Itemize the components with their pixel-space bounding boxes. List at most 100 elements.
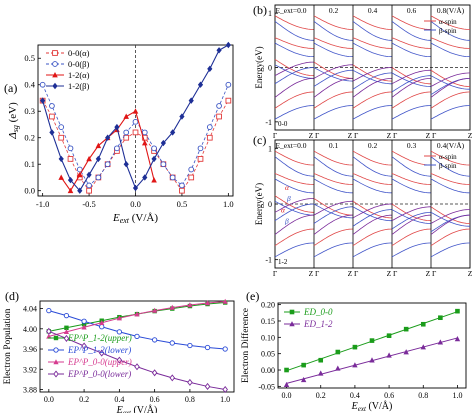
data-point — [53, 335, 59, 341]
legend-label: 1-2(β) — [68, 81, 89, 91]
band-curve — [313, 91, 353, 109]
band-curve — [274, 178, 315, 194]
data-point — [179, 113, 185, 120]
panel-b: (b) -1 0 1 Energy(eV) E_ext=0.0 Z Γ 0.2 Z Γ 0.4 Z … — [253, 3, 473, 140]
data-point — [188, 174, 195, 181]
band-curve — [430, 37, 471, 49]
band-curve — [313, 78, 353, 98]
band-curve — [313, 214, 354, 235]
y-tick-label: 0 — [268, 200, 272, 209]
data-point — [86, 155, 92, 162]
data-point — [67, 156, 74, 162]
kpoint-label: Z Γ — [426, 131, 437, 140]
panel-d-label: (d) — [5, 289, 19, 303]
panel-e: (e) 0.0 0.2 0.4 0.6 0.8 1.0 -0.05 0.00 0.05 0.10 0.… — [240, 289, 467, 413]
legend-label: β-spin — [439, 162, 457, 170]
data-point — [53, 347, 59, 353]
data-point — [52, 82, 58, 90]
y-axis-label: Energy(eV) — [254, 183, 264, 225]
data-point — [104, 161, 111, 168]
data-point — [123, 113, 130, 119]
y-tick-label: 0.5 — [24, 53, 35, 63]
band-curve — [352, 200, 392, 219]
data-point — [160, 139, 166, 147]
legend-label: α-spin — [439, 153, 457, 161]
data-point — [52, 61, 58, 67]
data-point — [46, 307, 52, 314]
band-curve — [430, 72, 471, 87]
y-tick-label: 0.00 — [261, 366, 275, 375]
data-point — [123, 134, 130, 141]
subpanel-title: 0.3 — [407, 141, 417, 150]
data-point — [216, 47, 222, 54]
y-tick-label: 0.20 — [261, 301, 275, 310]
y-tick-label: 0 — [268, 64, 272, 73]
band-curve — [352, 78, 392, 98]
kpoint-label: Z Γ — [387, 131, 398, 140]
x-tick-label: 0.2 — [79, 395, 89, 404]
band-curve — [313, 64, 353, 79]
band-curve — [313, 20, 353, 41]
data-point — [206, 134, 213, 141]
data-point — [46, 327, 52, 335]
legend-label: β-spin — [439, 27, 457, 35]
band-curve — [313, 200, 354, 216]
band-curve — [391, 214, 432, 235]
band-curve — [274, 67, 315, 85]
data-point — [225, 41, 231, 49]
band-curve — [430, 15, 471, 30]
band-curve — [274, 20, 314, 41]
data-point — [169, 174, 176, 181]
data-point — [179, 182, 185, 189]
band-curve — [391, 67, 431, 85]
legend-label: 1-2(α) — [68, 70, 90, 80]
y-tick-label: 4.00 — [23, 325, 37, 334]
band-curve — [274, 214, 315, 235]
kpoint-label: Z Γ — [387, 269, 398, 278]
legend: EP^P_1-2(upper) EP^P_1-2(lower) EP^P_0-0(u… — [48, 333, 132, 379]
band-curve — [274, 198, 315, 213]
subpanel-title: 0.4(V/Å) — [437, 141, 465, 150]
band-curve — [313, 15, 354, 30]
subpanel-title: 0.6 — [407, 6, 417, 15]
plot-frame — [39, 300, 235, 393]
data-point — [40, 97, 46, 104]
data-point — [81, 342, 87, 350]
data-point — [318, 357, 324, 363]
series-line — [60, 110, 155, 192]
band-curve — [352, 228, 393, 247]
data-point — [86, 171, 92, 179]
series-EP^P_1-2(upper) — [46, 300, 228, 334]
data-point — [187, 342, 193, 349]
data-point — [352, 362, 358, 368]
x-tick-label: 0.4 — [114, 395, 124, 404]
data-point — [132, 129, 139, 136]
series-ED_1-2 — [283, 336, 461, 388]
subpanel-title: 0.2 — [368, 141, 378, 150]
data-point — [99, 324, 105, 330]
y-axis-label: Electron Population — [3, 308, 13, 384]
series-0-0(β) — [39, 81, 232, 189]
band-curve — [430, 78, 470, 98]
data-point — [81, 318, 87, 324]
data-point — [105, 134, 111, 141]
band-curve — [274, 58, 315, 77]
data-point — [188, 97, 194, 104]
data-point — [335, 365, 341, 371]
data-point — [284, 367, 289, 373]
data-point — [49, 129, 55, 136]
kpoint-label: Z Γ — [309, 269, 320, 278]
legend-label: EP^P_0-0(lower) — [67, 369, 131, 379]
data-point — [132, 108, 139, 114]
band-curve — [313, 150, 353, 166]
data-point — [86, 187, 92, 194]
band-curve — [274, 78, 314, 98]
data-point — [204, 344, 211, 351]
band-curve — [352, 206, 392, 222]
band-curve — [352, 105, 393, 120]
band-curve — [274, 42, 314, 57]
panel-e-label: (e) — [246, 289, 259, 303]
legend-label: ED_1-2 — [303, 319, 333, 329]
